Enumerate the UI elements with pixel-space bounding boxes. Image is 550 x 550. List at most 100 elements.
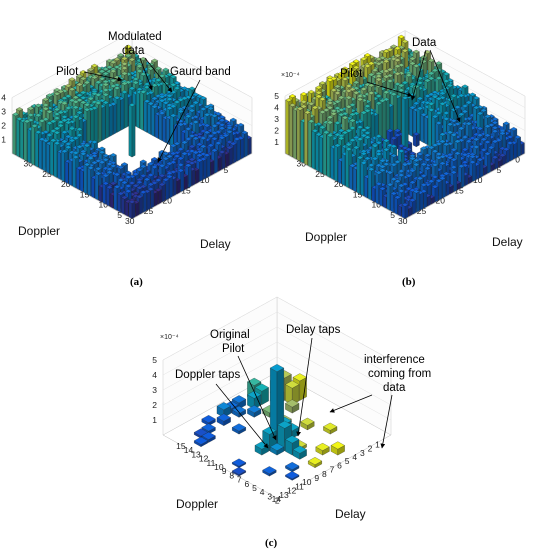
bar-b	[401, 202, 409, 219]
arrow-interference-1	[329, 394, 373, 413]
panel-c-y-tick: 9	[222, 466, 227, 476]
panel-a-x-tick: 15	[181, 185, 191, 195]
interference-label-2: coming from	[368, 368, 431, 380]
arrow-guard-band	[157, 79, 201, 163]
panel-c-x-tick: 6	[337, 460, 342, 470]
panel-a-z-tick: 1	[1, 135, 6, 145]
panel-a-z-grid	[11, 31, 253, 98]
panel-c-z-grid	[162, 341, 392, 406]
original-label: Original	[210, 329, 250, 341]
delay-axis-label-c: Delay	[335, 507, 366, 521]
panel-c-x-tick: 4	[352, 452, 357, 462]
panel-b-z-tick: 1	[274, 137, 279, 147]
panel-c-z-tick: 1	[152, 415, 157, 425]
panel-c-x-tick: 2	[368, 444, 373, 454]
panel-c-z-tick: 2	[152, 400, 157, 410]
bar-c	[247, 405, 262, 418]
panel-c-z-grid	[162, 311, 392, 376]
bar-b	[412, 132, 420, 148]
panel-b-x-tick: 30	[398, 216, 408, 226]
caption-b: (b)	[402, 276, 416, 288]
panel-b-z-tick: 4	[274, 103, 279, 113]
doppler-axis-label-b: Doppler	[305, 230, 347, 244]
panel-c-y-tick: 5	[252, 483, 257, 493]
arrow-modulated-2	[144, 57, 173, 93]
modulated-label: Modulated	[108, 31, 162, 43]
bar-b	[401, 95, 409, 158]
panel-a-y-tick: 25	[42, 169, 52, 179]
bar-c	[315, 442, 330, 456]
bar-c	[193, 436, 209, 447]
panel-c-x-tick: 11	[295, 481, 304, 491]
interference-label-1: interference	[364, 354, 425, 366]
panel-c-x-tick: 12	[287, 486, 297, 496]
modulated-data-label: data	[122, 45, 145, 57]
bar-c	[285, 462, 300, 473]
panel-c-x-tick: 5	[345, 456, 350, 466]
panel-c-y-tick: 4	[260, 487, 265, 497]
panel-c-x-tick: 7	[330, 465, 335, 475]
panel-c-x-tick: 9	[314, 473, 319, 483]
caption-a: (a)	[130, 276, 143, 288]
bar-c	[285, 399, 300, 414]
panel-a-z-tick: 4	[1, 93, 6, 103]
panel-a-x-tick: 30	[125, 216, 135, 226]
arrow-data-b-1	[410, 49, 427, 101]
delay-axis-label-b: Delay	[492, 235, 523, 249]
panel-a-y-tick: 30	[24, 159, 34, 169]
panel-c-x-tick: 3	[360, 448, 365, 458]
arrow-data-b-2	[429, 49, 461, 123]
panel-a-y-tick: 10	[99, 200, 109, 210]
panel-c-y-tick: 13	[191, 449, 201, 459]
interference-label-3: data	[383, 382, 406, 394]
panel-c-y-tick: 10	[214, 462, 224, 472]
panel-a-y-tick: 20	[61, 179, 71, 189]
panel-b-z-grid	[284, 30, 526, 97]
bar-c	[231, 466, 247, 477]
bar-c	[307, 457, 323, 468]
panel-a-z-tick: 2	[1, 121, 6, 131]
original-pilot-label: Pilot	[222, 343, 245, 355]
panel-c-y-tick: 11	[207, 458, 216, 468]
delay-taps-label: Delay taps	[286, 324, 341, 336]
panel-a-y-tick: 5	[117, 210, 122, 220]
panel-c-x-tick: 14	[272, 494, 282, 504]
bar-c	[300, 417, 315, 431]
panel-b-y-tick: 20	[334, 179, 344, 189]
panel-b-z-tick: 2	[274, 126, 279, 136]
doppler-taps-label: Doppler taps	[175, 369, 240, 381]
caption-c: (c)	[265, 537, 278, 549]
bar-a	[128, 103, 136, 158]
panel-b-z-tick: 5	[274, 91, 279, 101]
bar-c	[330, 441, 345, 456]
panel-b-y-tick: 15	[353, 189, 363, 199]
pilot-label-b: Pilot	[340, 68, 363, 80]
panel-c-z-tick: 4	[152, 370, 157, 380]
bar-c	[201, 415, 216, 426]
bar-c	[216, 413, 231, 426]
arrow-pilot-b	[366, 81, 413, 98]
panel-c: 1234512345678910111213142345678910111213…	[152, 296, 392, 506]
bar-a	[128, 199, 136, 219]
panel-c-y-tick: 8	[229, 470, 234, 480]
panel-a-x-tick: 10	[200, 175, 210, 185]
panel-b-x-tick: 20	[436, 196, 446, 206]
panel-c-z-grid	[162, 296, 392, 361]
panel-a-x-tick: 5	[224, 165, 229, 175]
panel-a-x-tick: 20	[163, 196, 173, 206]
panel-b-x-tick: 0	[515, 155, 520, 165]
panel-c-z-tick: 3	[152, 385, 157, 395]
panel-b-y-tick: 30	[297, 159, 307, 169]
arrow-delay-taps	[296, 337, 313, 437]
panel-b-y-tick: 10	[372, 200, 382, 210]
panel-c-annotations: Original Pilot Delay taps Doppler taps i…	[160, 324, 431, 549]
panel-b-z-tick: 3	[274, 114, 279, 124]
bar-c	[323, 422, 338, 435]
panel-b-y-tick: 5	[390, 210, 395, 220]
panel-b-x-tick: 10	[473, 175, 483, 185]
panel-c-y-tick: 2	[275, 496, 280, 506]
panel-c-y-tick: 6	[245, 479, 250, 489]
